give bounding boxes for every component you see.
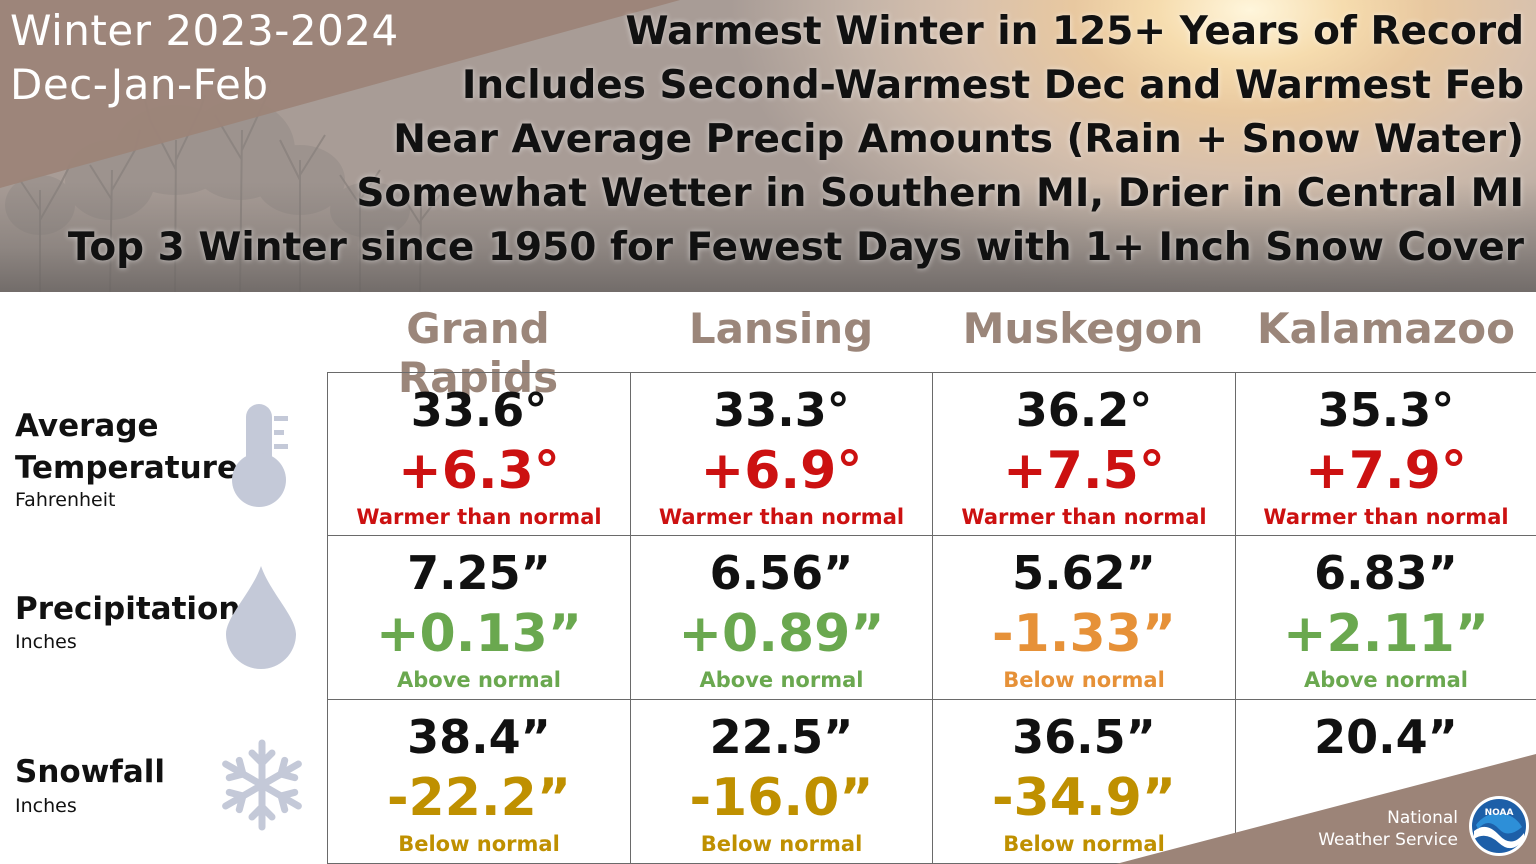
cell-value: 38.4” <box>407 710 551 764</box>
cell-value: 33.3° <box>713 383 850 437</box>
cell-value: 33.6° <box>410 383 548 437</box>
cell-temperature-lansing: 33.3° +6.9° Warmer than normal <box>631 373 933 536</box>
row-label-line1: Average <box>15 408 159 444</box>
cell-value: 6.83” <box>1314 546 1458 600</box>
noaa-logo-icon: NOAA <box>1469 796 1529 856</box>
city-header-grand-rapids: Grand Rapids <box>397 304 559 402</box>
cell-departure: +6.3° <box>398 441 560 501</box>
row-label-precipitation: Precipitation <box>15 591 241 627</box>
season-years: Winter 2023-2024 <box>10 6 399 55</box>
cell-value: 22.5” <box>709 710 854 764</box>
city-header-lansing: Lansing <box>688 304 874 353</box>
headline-5: Top 3 Winter since 1950 for Fewest Days … <box>67 225 1524 270</box>
cell-value: 7.25” <box>407 546 551 600</box>
nws-corner-panel <box>1116 754 1536 864</box>
city-header-muskegon: Muskegon <box>962 304 1204 353</box>
cell-note: Warmer than normal <box>1263 505 1509 529</box>
cell-note: Below normal <box>1003 832 1165 856</box>
cell-value: 35.3° <box>1317 383 1455 437</box>
cell-precipitation-kalamazoo: 6.83” +2.11” Above normal <box>1236 536 1536 700</box>
cell-note: Warmer than normal <box>658 505 905 529</box>
nws-name-line1: National <box>1387 808 1458 828</box>
headline-2: Includes Second-Warmest Dec and Warmest … <box>461 63 1524 108</box>
cell-note: Above normal <box>1304 668 1468 692</box>
row-unit-snowfall: Inches <box>15 795 77 817</box>
cell-note: Above normal <box>699 668 864 692</box>
cell-value: 5.62” <box>1012 546 1156 600</box>
season-months: Dec-Jan-Feb <box>10 60 269 109</box>
cell-departure: +0.89” <box>678 604 885 664</box>
headline-4: Somewhat Wetter in Southern MI, Drier in… <box>356 171 1524 216</box>
cell-precipitation-lansing: 6.56” +0.89” Above normal <box>631 536 933 700</box>
cell-departure: +6.9° <box>700 441 863 501</box>
cell-note: Warmer than normal <box>356 505 602 529</box>
cell-note: Warmer than normal <box>961 505 1207 529</box>
cell-departure: -34.9” <box>991 768 1177 828</box>
cell-departure: +7.5° <box>1003 441 1165 501</box>
cell-value: 20.4” <box>1314 710 1458 764</box>
thermometer-icon <box>232 404 288 507</box>
snowflake-icon <box>222 739 302 831</box>
cell-temperature-kalamazoo: 35.3° +7.9° Warmer than normal <box>1236 373 1536 536</box>
climate-table: 33.6° +6.3° Warmer than normal 33.3° +6.9° Wa… <box>327 372 1536 864</box>
cell-departure: -22.2” <box>386 768 572 828</box>
cell-temperature-grand-rapids: 33.6° +6.3° Warmer than normal <box>328 373 631 536</box>
cell-departure: -16.0” <box>689 768 874 828</box>
row-unit-temperature: Fahrenheit <box>15 489 116 511</box>
cell-temperature-muskegon: 36.2° +7.5° Warmer than normal <box>933 373 1236 536</box>
headline-1: Warmest Winter in 125+ Years of Record <box>625 9 1524 54</box>
row-label-line2: Temperature <box>15 449 238 486</box>
cell-value: 6.56” <box>709 546 854 600</box>
raindrop-icon <box>226 566 296 669</box>
cell-precipitation-grand-rapids: 7.25” +0.13” Above normal <box>328 536 631 700</box>
row-label-snowfall: Snowfall <box>15 754 165 790</box>
row-label-temperature: Average Temperature <box>15 406 238 490</box>
cell-snowfall-grand-rapids: 38.4” -22.2” Below normal <box>328 700 631 864</box>
cell-value: 36.2° <box>1015 383 1153 437</box>
cell-value: 36.5” <box>1012 710 1156 764</box>
headline-3: Near Average Precip Amounts (Rain + Snow… <box>393 117 1524 162</box>
season-corner-panel <box>0 0 680 188</box>
cell-departure: +2.11” <box>1282 604 1490 664</box>
cell-snowfall-lansing: 22.5” -16.0” Below normal <box>631 700 933 864</box>
cell-note: Below normal <box>700 832 863 856</box>
row-unit-precipitation: Inches <box>15 631 77 653</box>
cell-departure: -1.33” <box>991 604 1177 664</box>
nws-name-line2: Weather Service <box>1318 830 1458 850</box>
cell-departure: +0.13” <box>375 604 583 664</box>
cell-note: Below normal <box>398 832 560 856</box>
cell-note: Below normal <box>1003 668 1165 692</box>
ground-haze <box>0 182 1536 292</box>
cell-note: Above normal <box>397 668 561 692</box>
cell-precipitation-muskegon: 5.62” -1.33” Below normal <box>933 536 1236 700</box>
cell-departure: +7.9° <box>1305 441 1467 501</box>
noaa-logo-text: NOAA <box>1485 808 1514 818</box>
header-banner: Winter 2023-2024 Dec-Jan-Feb Warmest Win… <box>0 0 1536 292</box>
city-header-kalamazoo: Kalamazoo <box>1257 304 1515 353</box>
